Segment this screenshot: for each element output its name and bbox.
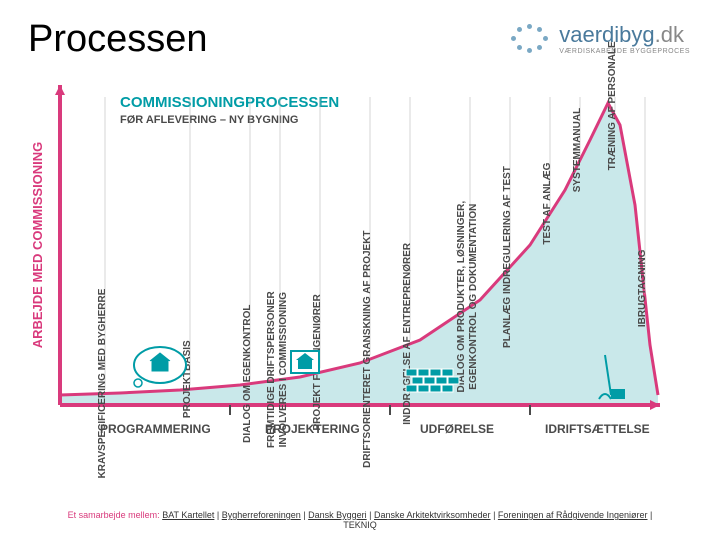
brick-icon: [418, 385, 429, 392]
brick-icon: [436, 377, 447, 384]
brick-icon: [448, 377, 459, 384]
logo: vaerdibyg.dk VÆRDISKABENDE BYGGEPROCES: [509, 22, 690, 55]
logo-subtitle: VÆRDISKABENDE BYGGEPROCES: [559, 48, 690, 55]
phase-label: IDRIFTSÆTTELSE: [545, 422, 650, 436]
brick-icon: [442, 385, 453, 392]
diagram-heading: COMMISSIONINGPROCESSEN: [120, 94, 339, 111]
brick-icon: [406, 385, 417, 392]
footer-org: Foreningen af Rådgivende Ingeniører: [498, 510, 648, 520]
vertical-label: IBRUGTAGNING: [637, 249, 648, 327]
vertical-label: PLANLÆG INDREGULERING AF TEST: [502, 166, 513, 348]
page-title: Processen: [28, 18, 208, 61]
brick-icon: [442, 369, 453, 376]
vertical-label: INVOLVERES I COMMISSIONING: [278, 292, 289, 448]
vertical-label: KRAVSPECIFICERING MED BYGHERRE: [97, 288, 108, 478]
phase-label: PROGRAMMERING: [100, 422, 211, 436]
brick-icon: [412, 377, 423, 384]
vertical-label: TEST AF ANLÆG: [542, 162, 553, 244]
footer-org: Dansk Byggeri: [308, 510, 367, 520]
vertical-label: EGENKONTROL OG DOKUMENTATION: [468, 204, 479, 390]
brick-icon: [406, 369, 417, 376]
vertical-label: SYSTEMMANUAL: [572, 108, 583, 192]
phase-label: UDFØRELSE: [420, 422, 494, 436]
vertical-label: FREMTIDIGE DRIFTSPERSONER: [266, 291, 277, 448]
bucket-icon: [611, 389, 625, 399]
logo-mark-icon: [509, 24, 551, 54]
vertical-label: TRÆNING AF PERSONALE: [607, 41, 618, 170]
process-diagram: ARBEJDE MED COMMISSIONINGCOMMISSIONINGPR…: [60, 85, 660, 465]
brick-icon: [430, 385, 441, 392]
y-axis-label: ARBEJDE MED COMMISSIONING: [30, 142, 45, 349]
y-arrow-icon: [55, 85, 65, 95]
logo-text: vaerdibyg.dk: [559, 22, 690, 48]
brick-icon: [430, 369, 441, 376]
footer-org: Bygherreforeningen: [222, 510, 301, 520]
cloud-icon: [134, 379, 142, 387]
footer-lead: Et samarbejde mellem:: [68, 510, 163, 520]
footer-org: BAT Kartellet: [162, 510, 214, 520]
footer: Et samarbejde mellem: BAT Kartellet | By…: [0, 510, 720, 530]
brick-icon: [424, 377, 435, 384]
vertical-label: DIALOG OM EGENKONTROL: [242, 304, 253, 442]
brick-icon: [418, 369, 429, 376]
diagram-subheading: FØR AFLEVERING – NY BYGNING: [120, 114, 298, 126]
vertical-label: INDDRAGELSE AF ENTREPRENØRER: [402, 242, 413, 425]
footer-tail: TEKNIQ: [343, 520, 377, 530]
vertical-label: PROJEKTBASIS: [182, 340, 193, 418]
footer-org: Danske Arkitektvirksomheder: [374, 510, 491, 520]
vertical-label: DIALOG OM PRODUKTER, LØSNINGER,: [456, 201, 467, 393]
vertical-label: DRIFTSORIENTERET GRANSKNING AF PROJEKT: [362, 230, 373, 467]
